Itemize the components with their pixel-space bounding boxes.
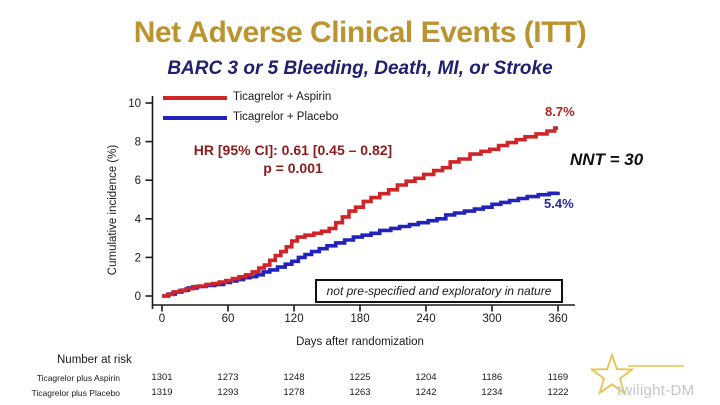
y-tick-label: 8 (135, 137, 141, 149)
risk-value: 1301 (151, 372, 173, 383)
risk-value: 1169 (547, 372, 569, 383)
risk-value: 1248 (283, 372, 305, 383)
risk-value: 1186 (481, 372, 503, 383)
risk-value: 1273 (217, 372, 239, 383)
risk-value: 1204 (415, 372, 437, 383)
risk-value: 1293 (217, 387, 239, 398)
risk-table-heading: Number at risk (57, 354, 132, 366)
x-tick-label: 360 (548, 313, 567, 325)
x-tick-label: 0 (159, 313, 165, 325)
x-axis-label: Days after randomization (296, 336, 424, 348)
y-axis-label: Cumulative incidence (%) (107, 144, 119, 276)
x-tick-label: 300 (482, 313, 501, 325)
x-tick-label: 120 (284, 313, 303, 325)
legend-label-aspirin: Ticagrelor + Aspirin (233, 91, 332, 103)
km-curve-aspirin (162, 126, 558, 298)
y-tick-label: 2 (135, 252, 141, 264)
endpoint-label-aspirin: 8.7% (545, 104, 575, 119)
x-tick-label: 60 (222, 313, 235, 325)
y-tick-label: 4 (135, 214, 142, 226)
y-tick-label: 10 (128, 98, 141, 110)
risk-value: 1222 (547, 387, 569, 398)
nnt-annotation: NNT = 30 (570, 150, 644, 169)
risk-value: 1278 (283, 387, 305, 398)
risk-value: 1242 (415, 387, 437, 398)
star-icon (589, 352, 635, 396)
hr-annotation: HR [95% CI]: 0.61 [0.45 – 0.82] p = 0.00… (160, 141, 426, 177)
page-subtitle: BARC 3 or 5 Bleeding, Death, MI, or Stro… (167, 58, 553, 79)
watermark-text: twilight-DM (617, 382, 695, 399)
page-title: Net Adverse Clinical Events (ITT) (133, 16, 587, 49)
note-box: not pre-specified and exploratory in nat… (315, 279, 563, 303)
risk-value: 1319 (151, 387, 173, 398)
risk-row-label-aspirin: Ticagrelor plus Aspirin (36, 373, 120, 383)
y-tick-label: 0 (135, 291, 141, 303)
x-tick-label: 240 (416, 313, 435, 325)
x-tick-label: 180 (350, 313, 369, 325)
risk-value: 1225 (349, 372, 371, 383)
endpoint-label-placebo: 5.4% (544, 196, 574, 211)
p-value-text: p = 0.001 (263, 160, 323, 177)
risk-value: 1263 (349, 387, 371, 398)
risk-row-label-placebo: Ticagrelor plus Placebo (31, 388, 120, 398)
hr-value-text: HR [95% CI]: 0.61 [0.45 – 0.82] (193, 142, 393, 158)
risk-value: 1234 (481, 387, 503, 398)
y-tick-label: 6 (135, 175, 141, 187)
legend-label-placebo: Ticagrelor + Placebo (233, 111, 339, 123)
